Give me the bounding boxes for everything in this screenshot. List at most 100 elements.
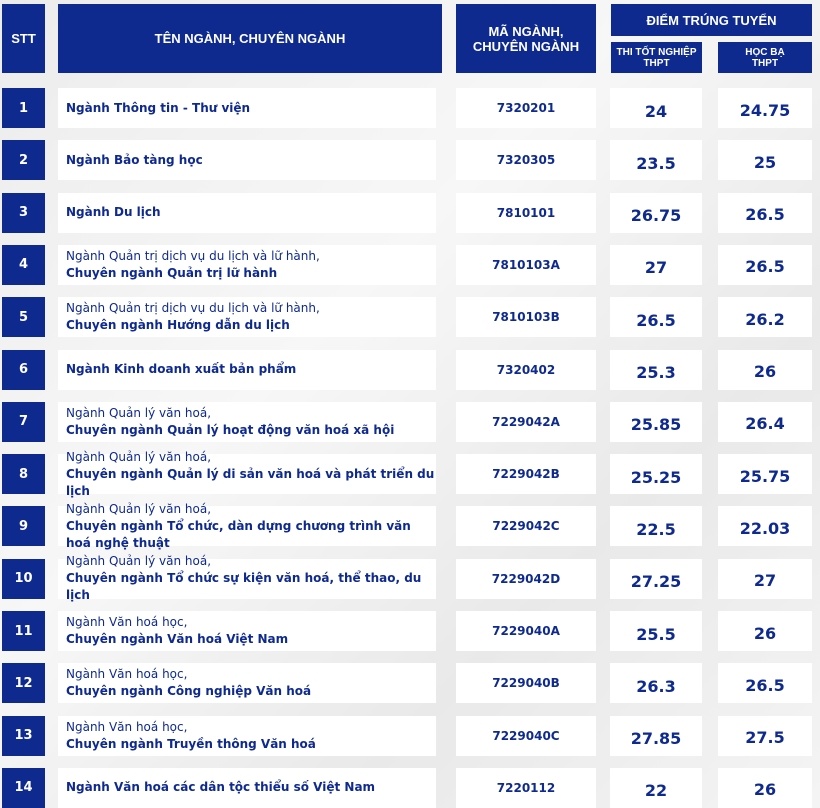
score-hocba: 26	[753, 623, 777, 643]
score-thpt-cell: 22	[610, 767, 702, 808]
score-hocba-cell: 26.2	[718, 297, 812, 338]
stt-cell: 1	[2, 88, 45, 128]
major-name-cell: Ngành Quản lý văn hoá, Chuyên ngành Quản …	[58, 450, 436, 498]
major-name-cell: Ngành Quản lý văn hoá, Chuyên ngành Tổ ch…	[58, 554, 436, 603]
stt-value: 4	[18, 257, 29, 273]
score-hocba-cell: 26.5	[718, 663, 812, 704]
specialization-line: Chuyên ngành Quản lý di sản văn hoá và p…	[66, 466, 435, 498]
major-code-cell: 7220112	[456, 767, 596, 808]
stt-value: 9	[18, 518, 29, 534]
score-thpt: 24	[644, 101, 668, 121]
major-code-cell: 7810101	[456, 192, 596, 233]
score-thpt-cell: 25.3	[610, 349, 702, 390]
major-code-cell: 7229040B	[456, 663, 596, 704]
major-line: Ngành Văn hoá học,	[66, 667, 188, 682]
score-hocba-cell: 27.5	[718, 715, 812, 756]
score-hocba: 26.2	[745, 309, 785, 329]
score-hocba-cell: 25.75	[718, 454, 812, 495]
major-name-cell: Ngành Quản lý văn hoá, Chuyên ngành Tổ ch…	[58, 502, 436, 550]
stt-cell: 6	[2, 349, 45, 390]
major-code: 7220112	[496, 780, 556, 795]
major-name-cell: Ngành Du lịch	[58, 192, 436, 233]
major-code: 7320305	[496, 153, 556, 168]
score-thpt-cell: 23.5	[610, 140, 702, 181]
specialization-line: Chuyên ngành Văn hoá Việt Nam	[66, 632, 289, 646]
score-hocba-cell: 26	[718, 767, 812, 808]
stt-cell: 4	[2, 244, 45, 285]
score-thpt-cell: 25.85	[610, 401, 702, 442]
score-thpt: 27.85	[630, 729, 682, 749]
major-code-cell: 7229040C	[456, 715, 596, 756]
major-name-cell: Ngành Văn hoá các dân tộc thiểu số Việt …	[58, 767, 436, 808]
score-hocba-cell: 25	[718, 140, 812, 181]
major-name-cell: Ngành Văn hoá học, Chuyên ngành Công nghi…	[58, 663, 436, 704]
specialization-line: Chuyên ngành Công nghiệp Văn hoá	[66, 684, 312, 699]
score-hocba: 25	[753, 152, 777, 172]
score-thpt: 25.5	[636, 624, 676, 644]
stt-cell: 12	[2, 663, 45, 704]
stt-cell: 3	[2, 192, 45, 233]
stt-value: 1	[18, 100, 29, 116]
score-hocba: 22.03	[739, 518, 791, 538]
major-code-cell: 7810103B	[456, 297, 596, 338]
score-thpt: 26.75	[630, 206, 682, 226]
major-line: Ngành Quản trị dịch vụ du lịch và lữ hàn…	[66, 301, 320, 316]
specialization-line: Chuyên ngành Tổ chức sự kiện văn hoá, th…	[66, 571, 422, 603]
score-hocba-cell: 26	[718, 611, 812, 651]
major-code: 7810103A	[492, 257, 560, 272]
specialization-line: Chuyên ngành Tổ chức, dàn dựng chương tr…	[66, 518, 411, 550]
score-thpt-cell: 27.85	[610, 715, 702, 756]
header-name: TÊN NGÀNH, CHUYÊN NGÀNH	[58, 4, 442, 73]
major-code-cell: 7320305	[456, 140, 596, 181]
specialization-line: Chuyên ngành Quản trị lữ hành	[66, 265, 278, 280]
major-code-cell: 7229042A	[456, 401, 596, 442]
specialization-line: Ngành Văn hoá các dân tộc thiểu số Việt …	[66, 780, 376, 795]
stt-value: 5	[18, 309, 29, 325]
score-thpt: 27.25	[630, 572, 682, 592]
score-hocba: 27	[753, 571, 777, 591]
specialization-line: Chuyên ngành Truyền thông Văn hoá	[66, 736, 316, 751]
header-score: ĐIỂM TRÚNG TUYỂN	[611, 4, 812, 36]
major-line: Ngành Quản lý văn hoá,	[66, 405, 212, 420]
score-hocba: 26	[753, 362, 777, 381]
major-line: Ngành Quản lý văn hoá,	[66, 501, 212, 516]
score-hocba: 25.75	[739, 466, 791, 486]
major-code: 7320201	[496, 101, 556, 115]
score-hocba-cell: 26	[718, 349, 812, 390]
major-name-cell: Ngành Bảo tàng học	[58, 140, 436, 181]
score-thpt: 26.3	[636, 676, 676, 696]
major-name-cell: Ngành Quản trị dịch vụ du lịch và lữ hàn…	[58, 297, 436, 338]
score-thpt-cell: 24	[610, 88, 702, 128]
major-code-cell: 7229040A	[456, 611, 596, 651]
major-code: 7229040C	[492, 728, 560, 743]
score-hocba: 26.5	[745, 675, 785, 695]
specialization-line: Ngành Thông tin - Thư viện	[66, 100, 251, 115]
major-code-cell: 7810103A	[456, 244, 596, 285]
score-thpt-cell: 25.25	[610, 454, 702, 495]
score-hocba: 26.5	[745, 257, 785, 277]
score-thpt-cell: 25.5	[610, 611, 702, 651]
score-hocba: 27.5	[745, 728, 785, 748]
specialization-line: Ngành Kinh doanh xuất bản phẩm	[66, 362, 297, 376]
major-code-cell: 7229042D	[456, 558, 596, 599]
score-hocba: 26	[753, 780, 777, 800]
score-thpt-cell: 27.25	[610, 558, 702, 599]
major-name-cell: Ngành Thông tin - Thư viện	[58, 88, 436, 128]
header-code: MÃ NGÀNH, CHUYÊN NGÀNH	[456, 4, 596, 73]
major-code: 7810101	[496, 205, 556, 220]
stt-value: 6	[18, 362, 29, 377]
major-code-cell: 7320201	[456, 88, 596, 128]
header-stt: STT	[2, 4, 45, 73]
stt-value: 12	[14, 675, 33, 691]
stt-value: 13	[14, 728, 33, 744]
stt-cell: 10	[2, 558, 45, 599]
score-thpt: 26.5	[636, 310, 676, 330]
major-line: Ngành Quản trị dịch vụ du lịch và lữ hàn…	[66, 248, 320, 263]
score-thpt-cell: 27	[610, 244, 702, 285]
specialization-line: Chuyên ngành Hướng dẫn du lịch	[66, 318, 290, 333]
major-code: 7229042C	[492, 519, 560, 534]
score-hocba-cell: 26.4	[718, 401, 812, 442]
major-code-cell: 7320402	[456, 349, 596, 390]
score-thpt: 22	[644, 781, 668, 801]
stt-cell: 14	[2, 767, 45, 808]
